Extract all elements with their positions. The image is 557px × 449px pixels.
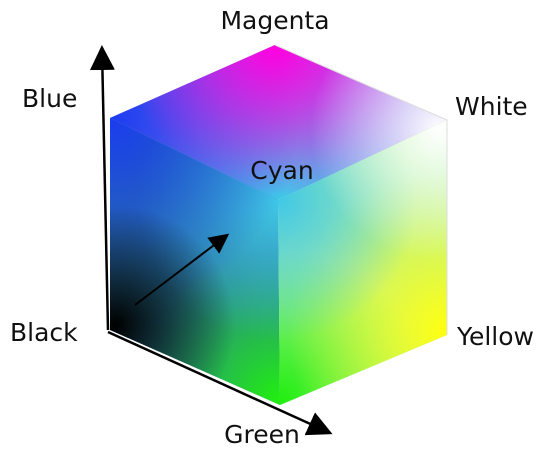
label: Yellow <box>456 322 534 351</box>
label: Green <box>224 420 300 449</box>
rgb-cube-diagram: Magenta Blue White Cyan Black Yellow Gre… <box>0 0 557 449</box>
label: Black <box>10 318 78 347</box>
label: Cyan <box>250 156 313 185</box>
label: White <box>455 92 528 121</box>
blue-axis <box>102 50 108 330</box>
label: Blue <box>22 84 77 113</box>
label: Magenta <box>220 6 329 35</box>
